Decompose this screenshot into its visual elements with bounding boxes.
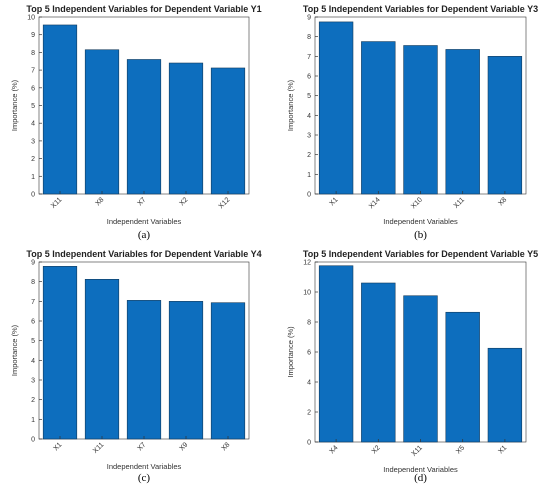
bar-x5 xyxy=(445,311,480,443)
chart-title: Top 5 Independent Variables for Dependen… xyxy=(303,4,538,14)
x-tick-label: X8 xyxy=(94,196,105,207)
bar-x11 xyxy=(84,279,120,440)
x-tick-label: X12 xyxy=(218,196,232,210)
x-tick-label: X11 xyxy=(411,444,424,457)
y-tick-label: 10 xyxy=(27,15,35,22)
chart-title: Top 5 Independent Variables for Dependen… xyxy=(26,249,261,259)
y-axis-label: Importance (%) xyxy=(286,79,295,131)
x-tick-label: X4 xyxy=(329,444,340,455)
x-tick-label: X5 xyxy=(455,444,466,455)
y-tick-label: 2 xyxy=(307,410,311,417)
y-tick-label: 5 xyxy=(31,103,35,110)
bar-x12 xyxy=(210,67,246,195)
x-axis-label: Independent Variables xyxy=(107,217,182,226)
bar-x7 xyxy=(126,300,162,440)
x-tick-label: X7 xyxy=(136,196,147,207)
panel-label: (c) xyxy=(138,472,151,484)
x-tick-label: X8 xyxy=(220,441,231,452)
y-tick-label: 8 xyxy=(307,34,311,41)
bar-x11 xyxy=(445,49,480,195)
y-tick-label: 7 xyxy=(31,68,35,75)
y-tick-label: 1 xyxy=(31,174,35,181)
y-tick-label: 6 xyxy=(307,74,311,81)
bar-x8 xyxy=(210,302,246,440)
y-tick-label: 8 xyxy=(307,320,311,327)
bar-x2 xyxy=(361,282,396,443)
x-tick-label: X9 xyxy=(178,441,189,452)
y-tick-label: 10 xyxy=(303,290,311,297)
x-tick-label: X1 xyxy=(329,196,340,207)
x-axis-label: Independent Variables xyxy=(383,465,458,474)
y-tick-label: 4 xyxy=(31,121,35,128)
chart-title: Top 5 Independent Variables for Dependen… xyxy=(26,4,261,14)
x-tick-label: X2 xyxy=(178,196,189,207)
y-tick-label: 2 xyxy=(31,156,35,163)
y-tick-label: 4 xyxy=(307,380,311,387)
y-tick-label: 7 xyxy=(307,54,311,61)
x-axis-label: Independent Variables xyxy=(107,462,182,471)
x-tick-label: X1 xyxy=(52,441,63,452)
x-tick-label: X11 xyxy=(92,441,105,454)
y-tick-label: 0 xyxy=(307,192,311,199)
chart-title: Top 5 Independent Variables for Dependen… xyxy=(303,249,538,259)
bar-x11 xyxy=(42,24,78,195)
x-tick-label: X2 xyxy=(371,444,382,455)
panel-label: (a) xyxy=(138,229,151,241)
bar-x1 xyxy=(487,347,523,443)
y-tick-label: 0 xyxy=(307,440,311,447)
panel-label: (d) xyxy=(414,472,427,484)
y-axis-label: Importance (%) xyxy=(10,324,19,376)
y-axis-label: Importance (%) xyxy=(10,79,19,131)
chart-panel-2: Top 5 Independent Variables for Dependen… xyxy=(10,249,262,484)
bar-x7 xyxy=(126,59,162,195)
bar-x4 xyxy=(318,265,354,443)
chart-panel-0: Top 5 Independent Variables for Dependen… xyxy=(10,4,262,241)
y-tick-label: 8 xyxy=(31,279,35,286)
bar-x8 xyxy=(84,49,120,195)
y-tick-label: 2 xyxy=(31,397,35,404)
bar-x11 xyxy=(403,295,438,443)
bar-x10 xyxy=(403,45,438,195)
y-tick-label: 12 xyxy=(303,260,311,267)
x-tick-label: X10 xyxy=(410,196,424,210)
y-tick-label: 6 xyxy=(31,85,35,92)
y-tick-label: 5 xyxy=(31,338,35,345)
y-tick-label: 0 xyxy=(31,437,35,444)
chart-panel-1: Top 5 Independent Variables for Dependen… xyxy=(286,4,538,241)
y-tick-label: 9 xyxy=(31,260,35,267)
x-tick-label: X7 xyxy=(136,441,147,452)
y-tick-label: 1 xyxy=(307,172,311,179)
y-tick-label: 4 xyxy=(31,358,35,365)
y-tick-label: 8 xyxy=(31,50,35,57)
panel-label: (b) xyxy=(414,229,427,241)
bar-x9 xyxy=(168,301,204,440)
bar-x2 xyxy=(168,62,204,195)
y-tick-label: 5 xyxy=(307,93,311,100)
y-tick-label: 3 xyxy=(31,138,35,145)
y-tick-label: 6 xyxy=(31,319,35,326)
y-tick-label: 3 xyxy=(31,378,35,385)
y-tick-label: 6 xyxy=(307,350,311,357)
y-tick-label: 1 xyxy=(31,417,35,424)
y-tick-label: 9 xyxy=(31,32,35,39)
y-tick-label: 0 xyxy=(31,192,35,199)
bar-x8 xyxy=(487,56,523,195)
x-tick-label: X8 xyxy=(497,196,508,207)
chart-panel-3: Top 5 Independent Variables for Dependen… xyxy=(286,249,538,484)
x-axis-label: Independent Variables xyxy=(383,217,458,226)
y-tick-label: 3 xyxy=(307,133,311,140)
x-tick-label: X11 xyxy=(50,196,63,209)
y-tick-label: 4 xyxy=(307,113,311,120)
x-tick-label: X14 xyxy=(368,196,382,210)
bar-x14 xyxy=(361,41,396,195)
y-axis-label: Importance (%) xyxy=(286,326,295,378)
y-tick-label: 7 xyxy=(31,299,35,306)
y-tick-label: 2 xyxy=(307,152,311,159)
bar-x1 xyxy=(318,21,354,195)
bar-x1 xyxy=(42,266,78,440)
x-tick-label: X1 xyxy=(497,444,508,455)
y-tick-label: 9 xyxy=(307,15,311,22)
x-tick-label: X11 xyxy=(453,196,466,209)
